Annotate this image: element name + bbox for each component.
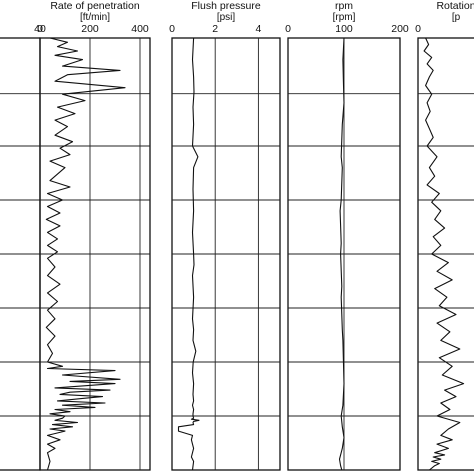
track-title: Rotation [436, 0, 474, 12]
tick-label: 4 [255, 23, 261, 35]
tick-label: 200 [391, 23, 409, 35]
tick-label: 40 [34, 23, 46, 35]
tick-label: 0 [37, 23, 43, 35]
tick-label: 0 [285, 23, 291, 35]
tick-label: 200 [81, 23, 99, 35]
tick-label: 400 [131, 23, 149, 35]
log-curve [423, 37, 465, 471]
track-unit: [rpm] [333, 12, 356, 23]
log-curve [177, 37, 200, 471]
tick-label: 0 [169, 23, 175, 35]
track-title: Rate of penetration [50, 0, 139, 12]
log-track-2: 0 200 400 Rate of penetration[ft/min] [37, 0, 151, 471]
log-curve [338, 37, 345, 471]
log-track-4: 0 100 200 rpm[rpm] [285, 0, 409, 471]
track-unit: [p [452, 12, 461, 23]
log-track-3: 0 2 4 Flush pressure[psi] [169, 0, 281, 471]
track-unit: [ft/min] [80, 12, 110, 23]
tick-label: 100 [335, 23, 353, 35]
track-unit: [psi] [217, 12, 236, 23]
log-track-1: 40 [0, 23, 46, 471]
track-title: rpm [335, 0, 353, 12]
track-title: Flush pressure [191, 0, 261, 12]
tick-label: 2 [212, 23, 218, 35]
log-track-5: 0 Rotation[p [415, 0, 474, 471]
tick-label: 0 [415, 23, 421, 35]
log-curve [45, 37, 126, 471]
